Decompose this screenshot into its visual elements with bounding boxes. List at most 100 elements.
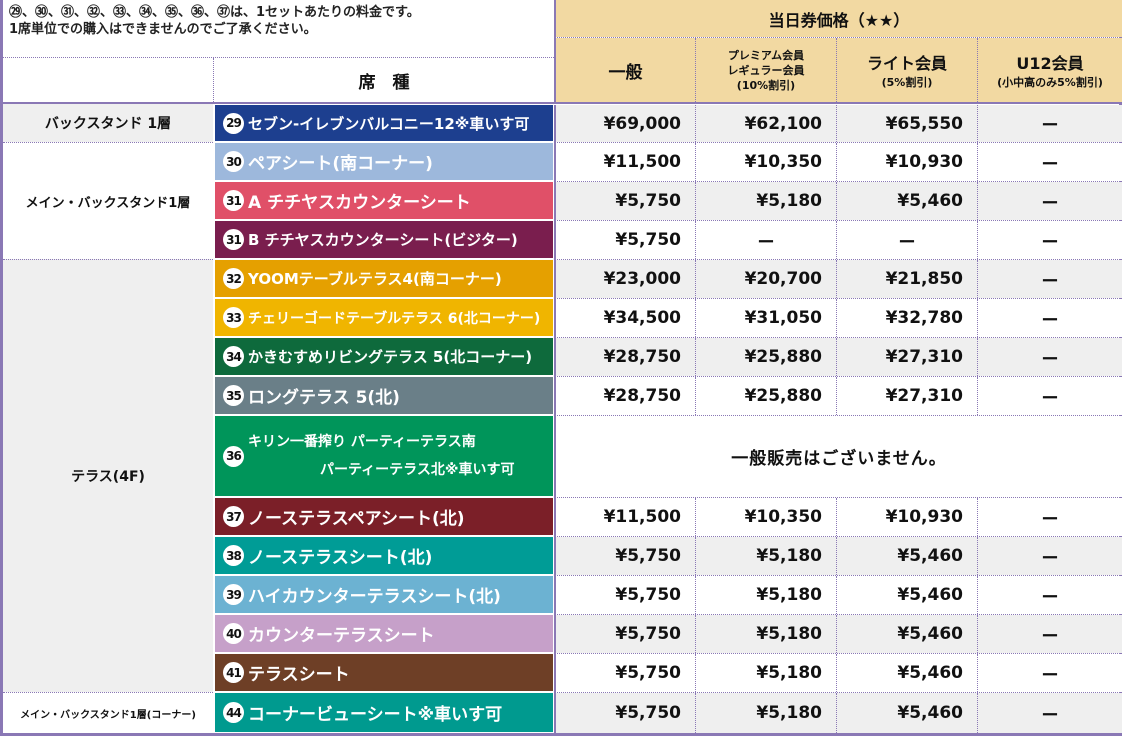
price-premium: ¥10,350 [695,143,836,181]
price-premium: ¥5,180 [695,615,836,653]
price-ippan: ¥5,750 [554,537,695,575]
price-u12: ー [977,143,1122,181]
seat-cell: 38 ノーステラスシート(北) [215,537,553,574]
seat-cell: 33 チェリーゴードテーブルテラス 6(北コーナー) [215,299,553,336]
seat-number-badge: 31 [223,229,244,250]
price-premium: ¥5,180 [695,576,836,614]
price-premium: ¥10,350 [695,498,836,536]
no-sale-cell: 一般販売はございません。 [554,416,1122,497]
seat-cell: 36 キリン一番搾り パーティーテラス南 パーティーテラス北※車いす可 [215,416,553,496]
seat-cell: 34 かきむすめリビングテラス 5(北コーナー) [215,338,553,375]
price-premium: ¥5,180 [695,537,836,575]
price-u12: ー [977,654,1122,692]
price-ippan: ¥5,750 [554,654,695,692]
col-light-line1: ライト会員 [866,54,947,73]
price-u12: ー [977,377,1122,415]
seat-cell: 37 ノーステラスペアシート(北) [215,498,553,535]
price-light: ¥5,460 [836,693,977,733]
area-mainback-label: メイン・バックスタンド1層 [25,195,191,211]
col-u12-line2: (小中高のみ5%割引) [997,76,1103,89]
price-u12: ー [977,105,1122,142]
price-group-header: 当日券価格（★★） [554,0,1122,37]
seat-cell: 29 セブン-イレブンバルコニー12※車いす可 [215,105,553,141]
seat-name: かきむすめリビングテラス 5(北コーナー) [248,348,533,366]
seat-cell: 39 ハイカウンターテラスシート(北) [215,576,553,613]
seat-name: ペアシート(南コーナー) [248,154,433,174]
price-ippan: ¥5,750 [554,615,695,653]
col-ippan: 一般 [554,38,695,102]
seat-number-badge: 34 [223,346,244,367]
row-divider [554,653,1122,654]
seat-number-badge: 32 [223,268,244,289]
area-terrace: テラス(4F) [3,259,213,692]
row-divider [554,575,1122,576]
seat-header-divider [3,57,554,58]
price-premium: ¥20,700 [695,260,836,298]
seat-cell: 41 テラスシート [215,654,553,691]
note-line-1: ㉙、㉚、㉛、㉜、㉝、㉞、㉟、㊱、㊲は、1セットあたりの料金です。 [9,5,420,20]
price-ippan: ¥5,750 [554,182,695,220]
price-ippan: ¥11,500 [554,143,695,181]
price-ippan: ¥28,750 [554,377,695,415]
price-premium: ー [695,221,836,259]
col-premium-line1: プレミアム会員 [727,48,805,62]
price-ippan: ¥5,750 [554,576,695,614]
seat-number-badge: 44 [223,702,244,723]
col-light-line2: (5%割引) [881,76,933,89]
seat-cell: 44 コーナービューシート※車いす可 [215,693,553,732]
no-sale-text: 一般販売はございません。 [731,449,947,469]
price-u12: ー [977,221,1122,259]
seat-number-badge: 37 [223,506,244,527]
seat-name: セブン-イレブンバルコニー12※車いす可 [248,114,530,133]
price-ippan: ¥34,500 [554,299,695,337]
price-ippan: ¥5,750 [554,693,695,733]
header-divider [554,37,1122,38]
price-light: ¥32,780 [836,299,977,337]
price-u12: ー [977,260,1122,298]
price-premium: ¥5,180 [695,654,836,692]
seat-number-badge: 41 [223,662,244,683]
seat-number-badge: 30 [223,151,244,172]
seat-name: コーナービューシート※車いす可 [248,705,503,725]
row-divider [554,692,1122,693]
seat-name: B チチヤスカウンターシート(ビジター) [248,231,518,249]
price-u12: ー [977,615,1122,653]
seat-number-badge: 38 [223,545,244,566]
price-group-label: 当日券価格（★★） [768,10,910,30]
seat-name-line2: パーティーテラス北※車いす可 [320,462,515,478]
seat-number-badge: 35 [223,385,244,406]
price-light: ¥65,550 [836,105,977,142]
price-premium: ¥5,180 [695,693,836,733]
area-corner: メイン・バックスタンド1層(コーナー) [3,692,213,733]
area-corner-label: メイン・バックスタンド1層(コーナー) [20,709,196,721]
seat-name: ノーステラスペアシート(北) [248,509,465,529]
area-back1: バックスタンド 1層 [3,104,213,142]
price-light: ¥10,930 [836,498,977,536]
price-premium: ¥25,880 [695,377,836,415]
col-premium-line2: レギュラー会員 [727,63,805,77]
price-premium: ¥62,100 [695,105,836,142]
price-light: ¥5,460 [836,537,977,575]
row-divider [554,220,1122,221]
price-light: ー [836,221,977,259]
row-divider [554,337,1122,338]
price-light: ¥27,310 [836,377,977,415]
col-premium: プレミアム会員 レギュラー会員 (10%割引) [695,38,836,102]
seat-cell: 40 カウンターテラスシート [215,615,553,652]
seat-number-badge: 36 [223,445,244,467]
price-ippan: ¥28,750 [554,338,695,376]
col-u12-line1: U12会員 [1016,54,1084,73]
price-premium: ¥31,050 [695,299,836,337]
notes: ㉙、㉚、㉛、㉜、㉝、㉞、㉟、㊱、㊲は、1セットあたりの料金です。 1席単位での購… [9,4,554,38]
price-light: ¥5,460 [836,615,977,653]
row-divider [554,376,1122,377]
seat-number-badge: 29 [223,112,244,134]
price-premium: ¥5,180 [695,182,836,220]
seat-cell: 31 A チチヤスカウンターシート [215,182,553,219]
seat-cell: 31 B チチヤスカウンターシート(ビジター) [215,221,553,258]
price-u12: ー [977,576,1122,614]
row-divider [554,497,1122,498]
price-light: ¥21,850 [836,260,977,298]
area-mainback: メイン・バックスタンド1層 [3,142,213,259]
